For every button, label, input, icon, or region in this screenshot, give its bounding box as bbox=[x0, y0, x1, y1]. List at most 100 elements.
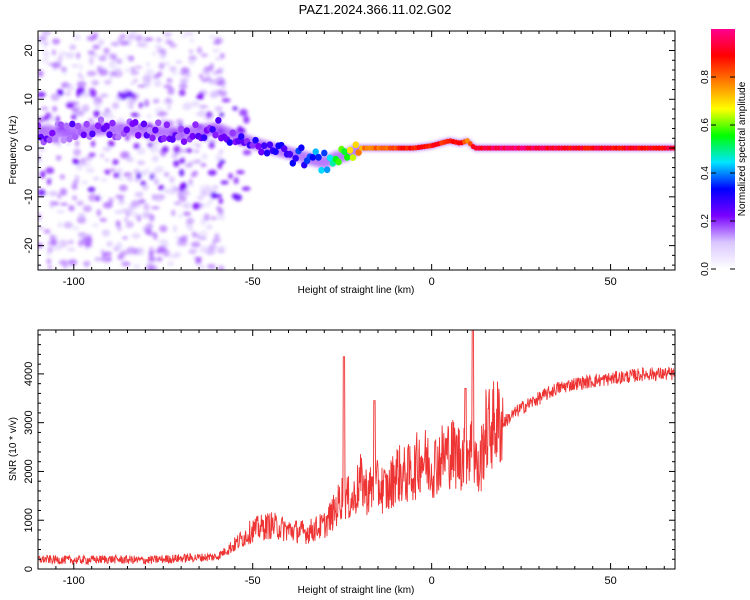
heatmap-noise-blob bbox=[91, 79, 100, 86]
heatmap-noise-blob bbox=[188, 161, 194, 166]
heatmap-noise-blob bbox=[71, 63, 78, 68]
heatmap-noise-blob bbox=[46, 178, 52, 186]
heatmap-noise-blob bbox=[210, 90, 221, 97]
heatmap-noise-blob bbox=[167, 86, 175, 95]
heatmap-noise-blob bbox=[227, 173, 233, 180]
heatmap-noise-blob bbox=[104, 158, 110, 162]
heatmap-noise-blob bbox=[171, 209, 176, 217]
heatmap-noise-blob bbox=[140, 180, 147, 186]
heatmap-noise-blob bbox=[142, 74, 153, 83]
heatmap-noise-blob bbox=[195, 233, 201, 239]
heatmap-ridge-cell bbox=[281, 145, 288, 153]
heatmap-noise-blob bbox=[135, 34, 143, 42]
heatmap-noise-blob bbox=[103, 52, 110, 56]
heatmap-noise-blob bbox=[214, 81, 224, 86]
heatmap-noise-blob bbox=[117, 200, 126, 205]
heatmap-noise-blob bbox=[143, 99, 150, 107]
heatmap-noise-blob bbox=[38, 226, 44, 230]
heatmap-ridge-cell bbox=[63, 122, 70, 130]
heatmap-ridge-cell bbox=[346, 146, 354, 154]
heatmap-ridge-cell bbox=[97, 116, 105, 124]
heatmap-ridge-cell bbox=[89, 130, 96, 138]
heatmap-ridge-cell bbox=[341, 148, 348, 155]
heatmap-noise-blob bbox=[180, 67, 190, 74]
chart-title: PAZ1.2024.366.11.02.G02 bbox=[299, 2, 452, 17]
heatmap-ridge-cell bbox=[109, 119, 116, 127]
heatmap-noise-blob bbox=[146, 37, 154, 42]
heatmap-ridge-cell bbox=[66, 135, 73, 143]
heatmap-noise-blob bbox=[193, 149, 200, 153]
heatmap-noise-blob bbox=[56, 155, 61, 162]
heatmap-noise-blob bbox=[184, 31, 195, 37]
heatmap-noise-blob bbox=[86, 70, 97, 77]
heatmap-ridge-cell bbox=[215, 116, 222, 124]
colorbar-ticks: 0.0 0.2 0.4 0.6 0.8 bbox=[700, 70, 735, 276]
heatmap-noise-blob bbox=[169, 43, 178, 49]
heatmap-noise-blob bbox=[67, 247, 76, 252]
snr-x-tick-label: -100 bbox=[63, 575, 85, 587]
heatmap-noise-blob bbox=[144, 167, 151, 173]
heatmap-noise-blob bbox=[219, 52, 225, 60]
heatmap-noise-blob bbox=[155, 37, 163, 43]
heatmap-noise-blob bbox=[217, 162, 223, 170]
heatmap-ridge-cell bbox=[355, 149, 362, 156]
heatmap-ridge-cell bbox=[263, 149, 271, 157]
heatmap-noise-blob bbox=[88, 118, 94, 123]
heatmap-noise-blob bbox=[208, 141, 215, 149]
heatmap-noise-blob bbox=[130, 81, 136, 85]
heatmap-noise-blob bbox=[125, 33, 136, 38]
heatmap-ridge-cell bbox=[80, 131, 88, 139]
heatmap-noise-blob bbox=[163, 172, 170, 177]
colorbar-label: Normalized spectral amplitude bbox=[737, 81, 748, 216]
heatmap-noise-blob bbox=[89, 89, 97, 98]
heatmap-noise-blob bbox=[201, 153, 208, 160]
heatmap-noise-blob bbox=[131, 233, 141, 239]
heatmap-noise-blob bbox=[98, 55, 107, 62]
heatmap-noise-blob bbox=[82, 260, 91, 267]
heatmap-noise-blob bbox=[115, 220, 121, 228]
heatmap-noise-blob bbox=[232, 106, 238, 111]
heatmap-noise-blob bbox=[134, 65, 143, 69]
heatmap-noise-blob bbox=[185, 148, 193, 153]
heatmap-noise-blob bbox=[166, 77, 173, 84]
heatmap-noise-blob bbox=[217, 212, 225, 221]
heatmap-ridge-cell bbox=[321, 149, 328, 157]
heatmap-noise-blob bbox=[101, 229, 111, 237]
heatmap-noise-blob bbox=[45, 167, 55, 175]
heatmap-noise-blob bbox=[206, 202, 211, 208]
snr-y-tick-label: 2000 bbox=[23, 459, 35, 483]
heatmap-ridge-cell bbox=[286, 150, 294, 158]
heatmap-noise-blob bbox=[133, 211, 139, 220]
heatmap-ridge-cell bbox=[323, 166, 331, 174]
heatmap-noise-blob bbox=[147, 142, 153, 148]
heatmap-noise-blob bbox=[234, 194, 243, 202]
heatmap-noise-blob bbox=[87, 186, 96, 193]
heatmap-noise-blob bbox=[69, 44, 77, 50]
heatmap-noise-blob bbox=[73, 111, 84, 117]
heatmap-noise-blob bbox=[72, 180, 80, 184]
heatmap-noise-blob bbox=[197, 265, 206, 269]
heatmap-ridge-cell bbox=[163, 121, 171, 129]
heatmap-noise-blob bbox=[81, 161, 92, 167]
heatmap-noise-blob bbox=[218, 90, 228, 97]
heatmap-ridge-cell bbox=[318, 166, 325, 174]
snr-y-tick-label: 4000 bbox=[23, 362, 35, 386]
heatmap-noise-blob bbox=[212, 238, 217, 245]
heatmap-ridge-cell bbox=[192, 121, 199, 129]
heatmap-noise-blob bbox=[58, 239, 69, 248]
heatmap-noise-blob bbox=[51, 49, 56, 56]
heatmap-noise-blob bbox=[49, 201, 59, 205]
heatmap-noise-blob bbox=[196, 46, 203, 54]
heatmap-noise-blob bbox=[173, 145, 181, 154]
heatmap-noise-blob bbox=[128, 55, 135, 62]
heatmap-noise-blob bbox=[178, 194, 187, 202]
heatmap-noise-blob bbox=[95, 195, 101, 202]
heatmap-noise-blob bbox=[78, 62, 83, 71]
snr-x-tick-label: 0 bbox=[429, 575, 435, 587]
heatmap-noise-blob bbox=[108, 197, 114, 204]
heatmap-noise-blob bbox=[199, 245, 210, 254]
heatmap-noise-blob bbox=[71, 114, 77, 120]
heatmap-x-tick-label: 50 bbox=[604, 276, 616, 288]
heatmap-noise-blob bbox=[87, 50, 96, 55]
